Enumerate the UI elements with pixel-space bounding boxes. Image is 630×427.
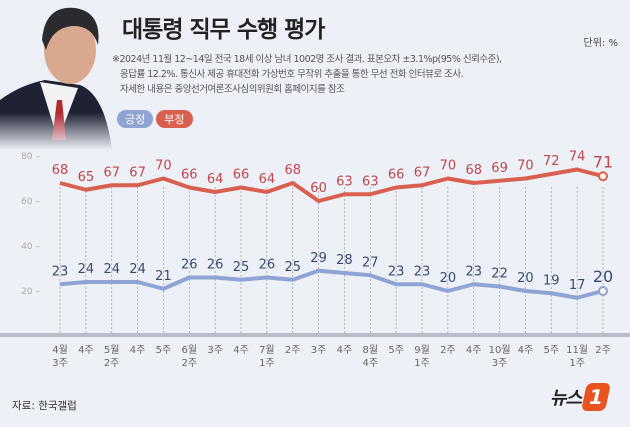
data-label: 64 (207, 172, 224, 187)
legend: 긍정 부정 (117, 110, 193, 128)
data-label: 66 (233, 168, 250, 183)
data-label: 24 (103, 262, 120, 277)
x-axis-bar (0, 333, 630, 337)
x-tick-label: 8월 (363, 344, 379, 356)
data-label: 67 (129, 165, 146, 180)
data-label: 27 (362, 255, 379, 270)
data-label: 17 (569, 278, 586, 293)
x-tick-label: 1주 (569, 358, 585, 369)
x-tick-label: 5월 (104, 344, 120, 356)
last-point-marker (598, 171, 608, 182)
data-label: 19 (543, 273, 560, 288)
x-tick-label: 4주 (466, 345, 482, 356)
data-label: 74 (569, 150, 586, 165)
x-tick-label: 1주 (414, 358, 430, 369)
x-tick-label: 5주 (544, 345, 560, 356)
data-label: 67 (414, 165, 431, 180)
data-label: 21 (155, 269, 172, 284)
news1-logo: 뉴스 1 (550, 383, 612, 411)
legend-positive: 긍정 (117, 110, 154, 128)
data-label: 70 (155, 159, 172, 174)
data-label: 23 (414, 264, 431, 279)
x-tick-label: 4주 (130, 345, 146, 356)
x-tick-label: 4주 (337, 345, 353, 356)
data-label: 20 (440, 271, 457, 286)
note-line: 응답률 12.2%. 통신사 제공 휴대전화 가상번호 무작위 추출을 통한 무… (120, 69, 464, 80)
x-tick-label: 2주 (104, 358, 120, 369)
data-label: 24 (78, 262, 95, 277)
data-label: 20 (517, 271, 534, 286)
data-label: 60 (310, 181, 327, 196)
data-label: 22 (491, 267, 508, 282)
data-label: 65 (78, 170, 95, 185)
x-tick-label: 2주 (285, 345, 301, 356)
data-label: 24 (129, 262, 146, 277)
data-label: 72 (543, 154, 560, 169)
x-tick-label: 6월 (182, 344, 198, 356)
data-label: 23 (465, 264, 482, 279)
data-label: 64 (259, 172, 276, 187)
note-line: ※2024년 11월 12~14일 전국 18세 이상 남녀 1002명 조사 … (112, 54, 502, 65)
x-tick-label: 2주 (440, 345, 456, 356)
unit-label: 단위: % (583, 38, 618, 49)
data-label: 25 (284, 260, 301, 275)
data-label: 66 (181, 168, 198, 183)
data-label: 23 (52, 264, 69, 279)
data-label: 71 (593, 152, 613, 171)
line-chart: 20 – 40 – 60 – 80 – 4월 3주 4주 5월 2주 4주 5주 6월 2주 3주 4주 7월… (0, 150, 630, 369)
x-tick-label: 2주 (595, 345, 611, 356)
x-tick-label: 4주 (233, 345, 249, 356)
legend-negative: 부정 (156, 110, 193, 128)
x-tick-label: 5주 (156, 345, 172, 356)
data-label: 63 (336, 174, 353, 189)
x-tick-label: 11월 (566, 344, 588, 356)
data-label: 70 (517, 159, 534, 174)
data-label: 67 (103, 165, 120, 180)
x-tick-label: 3주 (492, 358, 508, 369)
data-label: 29 (310, 251, 327, 266)
x-tick-label: 4주 (518, 345, 534, 356)
data-label: 68 (284, 163, 301, 178)
president-photo (0, 0, 125, 150)
data-label: 26 (207, 258, 224, 273)
note-line: 자세한 내용은 중앙선거여론조사심의위원회 홈페이지를 참조 (120, 84, 345, 95)
x-tick-label: 4월 (52, 344, 68, 356)
data-label: 63 (362, 174, 379, 189)
source-label: 자료: 한국갤럽 (12, 400, 77, 412)
series-line-negative (59, 167, 604, 203)
last-point-marker (598, 286, 608, 296)
data-label: 26 (181, 258, 198, 273)
data-label: 69 (491, 161, 508, 176)
data-label: 23 (388, 264, 405, 279)
x-tick-label: 3주 (311, 345, 327, 356)
y-tick-label: 60 – (21, 197, 40, 207)
x-tick-label: 2주 (182, 358, 198, 369)
x-tick-label: 3주 (52, 358, 68, 369)
x-tick-label: 4주 (78, 345, 94, 356)
x-tick-label: 9월 (414, 344, 430, 356)
y-tick-label: 20 – (21, 287, 40, 297)
x-tick-label: 3주 (207, 345, 223, 356)
y-tick-label: 40 – (21, 242, 40, 252)
data-label: 68 (465, 163, 482, 178)
survey-note: ※2024년 11월 12~14일 전국 18세 이상 남녀 1002명 조사 … (112, 52, 502, 97)
series-line-positive (59, 268, 604, 300)
data-label: 25 (233, 260, 250, 275)
data-label: 20 (593, 267, 613, 286)
data-label: 26 (259, 258, 276, 273)
x-tick-label: 4주 (363, 358, 379, 369)
x-tick-label: 7월 (259, 344, 275, 356)
x-tick-label: 5주 (388, 345, 404, 356)
x-tick-label: 1주 (259, 358, 275, 369)
data-label: 70 (440, 159, 457, 174)
chart-title: 대통령 직무 수행 평가 (122, 17, 325, 43)
y-tick-label: 80 – (21, 152, 40, 162)
data-label: 66 (388, 168, 405, 183)
data-label: 28 (336, 253, 353, 268)
data-label: 68 (52, 163, 69, 178)
x-tick-label: 10월 (489, 344, 511, 356)
